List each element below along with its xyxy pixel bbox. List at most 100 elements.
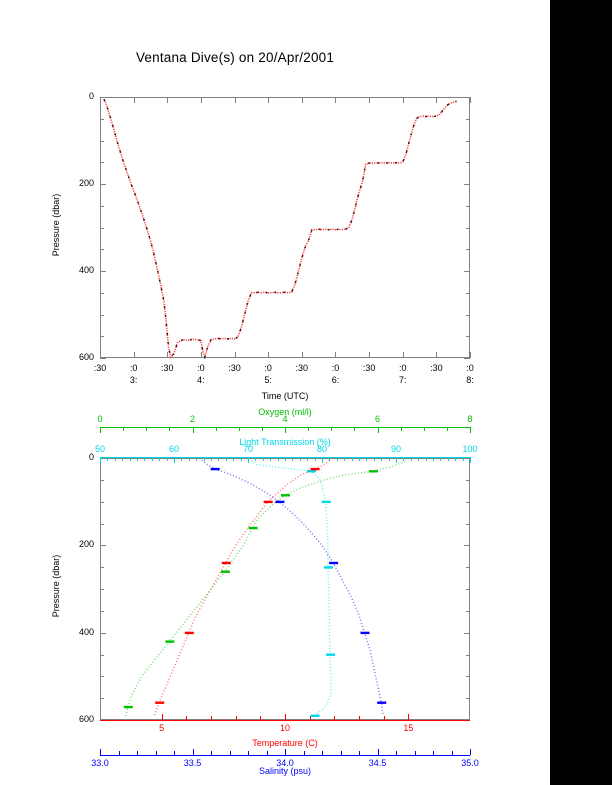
series-marker [275, 500, 285, 504]
series-marker [123, 705, 133, 709]
top-x-minute-label: :30 [295, 363, 309, 373]
series-marker [326, 653, 336, 656]
light-axis-minor-tick [122, 457, 124, 461]
series-temperature [153, 459, 330, 716]
top-x-tick-top [234, 97, 236, 103]
top-y-tick-right [466, 162, 470, 164]
bottom-y-ticklabel: 0 [88, 452, 94, 462]
series-marker [360, 631, 370, 635]
temperature-axis-minor-tick [309, 716, 311, 720]
light-axis-minor-tick [403, 457, 405, 461]
top-x-tick [133, 352, 135, 358]
oxygen-axis-major-tick [192, 427, 194, 433]
oxygen-axis-major-tick [470, 427, 471, 433]
top-y-tick [100, 118, 104, 120]
series-marker [221, 561, 231, 565]
light-axis-minor-tick [166, 457, 168, 461]
light-axis-minor-tick [351, 457, 353, 461]
series-marker [155, 701, 165, 704]
bottom-y-tick [100, 654, 104, 656]
bottom-y-tick-right [466, 479, 470, 481]
bottom-y-tick [100, 479, 104, 481]
oxygen-axis-title: Oxygen (ml/l) [258, 407, 312, 417]
light-axis-minor-tick [181, 457, 183, 461]
series-marker [323, 566, 333, 569]
salinity-axis-title: Salinity (psu) [258, 766, 312, 776]
top-y-tick [100, 336, 104, 338]
oxygen-axis-minor-tick [238, 427, 240, 431]
top-x-hour-label: 5: [264, 375, 272, 385]
top-y-tick-right [466, 292, 470, 294]
light-axis-minor-tick [203, 457, 205, 461]
light-axis-minor-tick [462, 457, 464, 461]
top-y-tick-right [466, 205, 470, 207]
bottom-y-tick [100, 698, 104, 700]
light-axis-minor-tick [455, 457, 457, 461]
bottom-y-tick [100, 589, 104, 590]
light-axis-minor-tick [388, 457, 390, 461]
top-y-tick [100, 205, 104, 207]
oxygen-axis-ticklabel: 6 [374, 414, 380, 424]
light-axis-major-tick [100, 457, 101, 463]
top-x-hour-label: 4: [197, 375, 205, 385]
top-x-hour-label: 7: [398, 375, 407, 385]
series-marker [248, 526, 258, 530]
light-axis-minor-tick [114, 457, 116, 461]
light-axis-minor-tick [225, 457, 227, 461]
oxygen-axis-ticklabel: 2 [189, 414, 195, 424]
top-x-tick [436, 352, 438, 358]
temperature-axis-minor-tick [211, 716, 212, 720]
top-x-minute-label: :0 [264, 363, 272, 373]
bottom-y-tick-right [464, 458, 470, 459]
oxygen-axis-minor-tick [446, 427, 448, 431]
bottom-y-ticklabel: 600 [78, 714, 94, 724]
top-y-tick [100, 97, 106, 98]
light-axis-minor-tick [373, 457, 375, 461]
top-x-tick [369, 352, 371, 358]
salinity-axis-minor-tick [359, 751, 360, 755]
top-y-tick [100, 358, 106, 359]
series-oxygen [123, 460, 406, 718]
series-marker [165, 640, 175, 643]
top-y-ticklabel: 200 [78, 178, 94, 188]
light-axis-minor-tick [425, 457, 427, 461]
temperature-axis-minor-tick [359, 716, 360, 720]
oxygen-axis-minor-tick [400, 427, 402, 431]
light-axis-minor-tick [447, 457, 449, 461]
bottom-y-tick [100, 567, 104, 569]
series-marker [184, 631, 194, 635]
top-y-tick [100, 271, 106, 272]
temperature-axis-line [100, 720, 470, 721]
light-axis-minor-tick [129, 457, 131, 461]
light-axis-minor-tick [159, 457, 161, 461]
oxygen-axis-minor-tick [331, 427, 333, 431]
top-y-tick-right [464, 358, 470, 359]
top-x-tick [301, 352, 303, 358]
light-axis-minor-tick [196, 457, 198, 461]
salinity-axis-ticklabel: 34.5 [368, 758, 387, 768]
top-x-tick [200, 352, 202, 358]
top-x-minute-label: :30 [430, 363, 443, 373]
light-axis-minor-tick [211, 457, 212, 461]
light-axis-minor-tick [270, 457, 272, 461]
light-axis-ticklabel: 50 [94, 444, 105, 454]
salinity-axis-minor-tick [322, 751, 323, 755]
top-x-tick-top [167, 97, 169, 103]
salinity-axis-minor-tick [211, 751, 212, 755]
series-marker [281, 494, 290, 497]
salinity-axis-minor-tick [248, 751, 249, 755]
page-canvas: Ventana Dive(s) on 20/Apr/2001 0 200 400 60… [0, 0, 550, 785]
light-axis-minor-tick [188, 457, 190, 461]
bottom-y-tick-right [466, 567, 470, 569]
salinity-axis-minor-tick [266, 751, 268, 755]
series-line [201, 459, 384, 716]
top-x-hour-label: 3: [129, 375, 138, 385]
light-axis-minor-tick [307, 457, 309, 461]
salinity-axis-ticklabel: 33.0 [91, 758, 109, 768]
bottom-y-tick [100, 610, 104, 612]
light-axis-major-tick [174, 457, 175, 463]
oxygen-axis-ticklabel: 4 [282, 414, 288, 424]
light-axis-minor-tick [359, 457, 360, 461]
